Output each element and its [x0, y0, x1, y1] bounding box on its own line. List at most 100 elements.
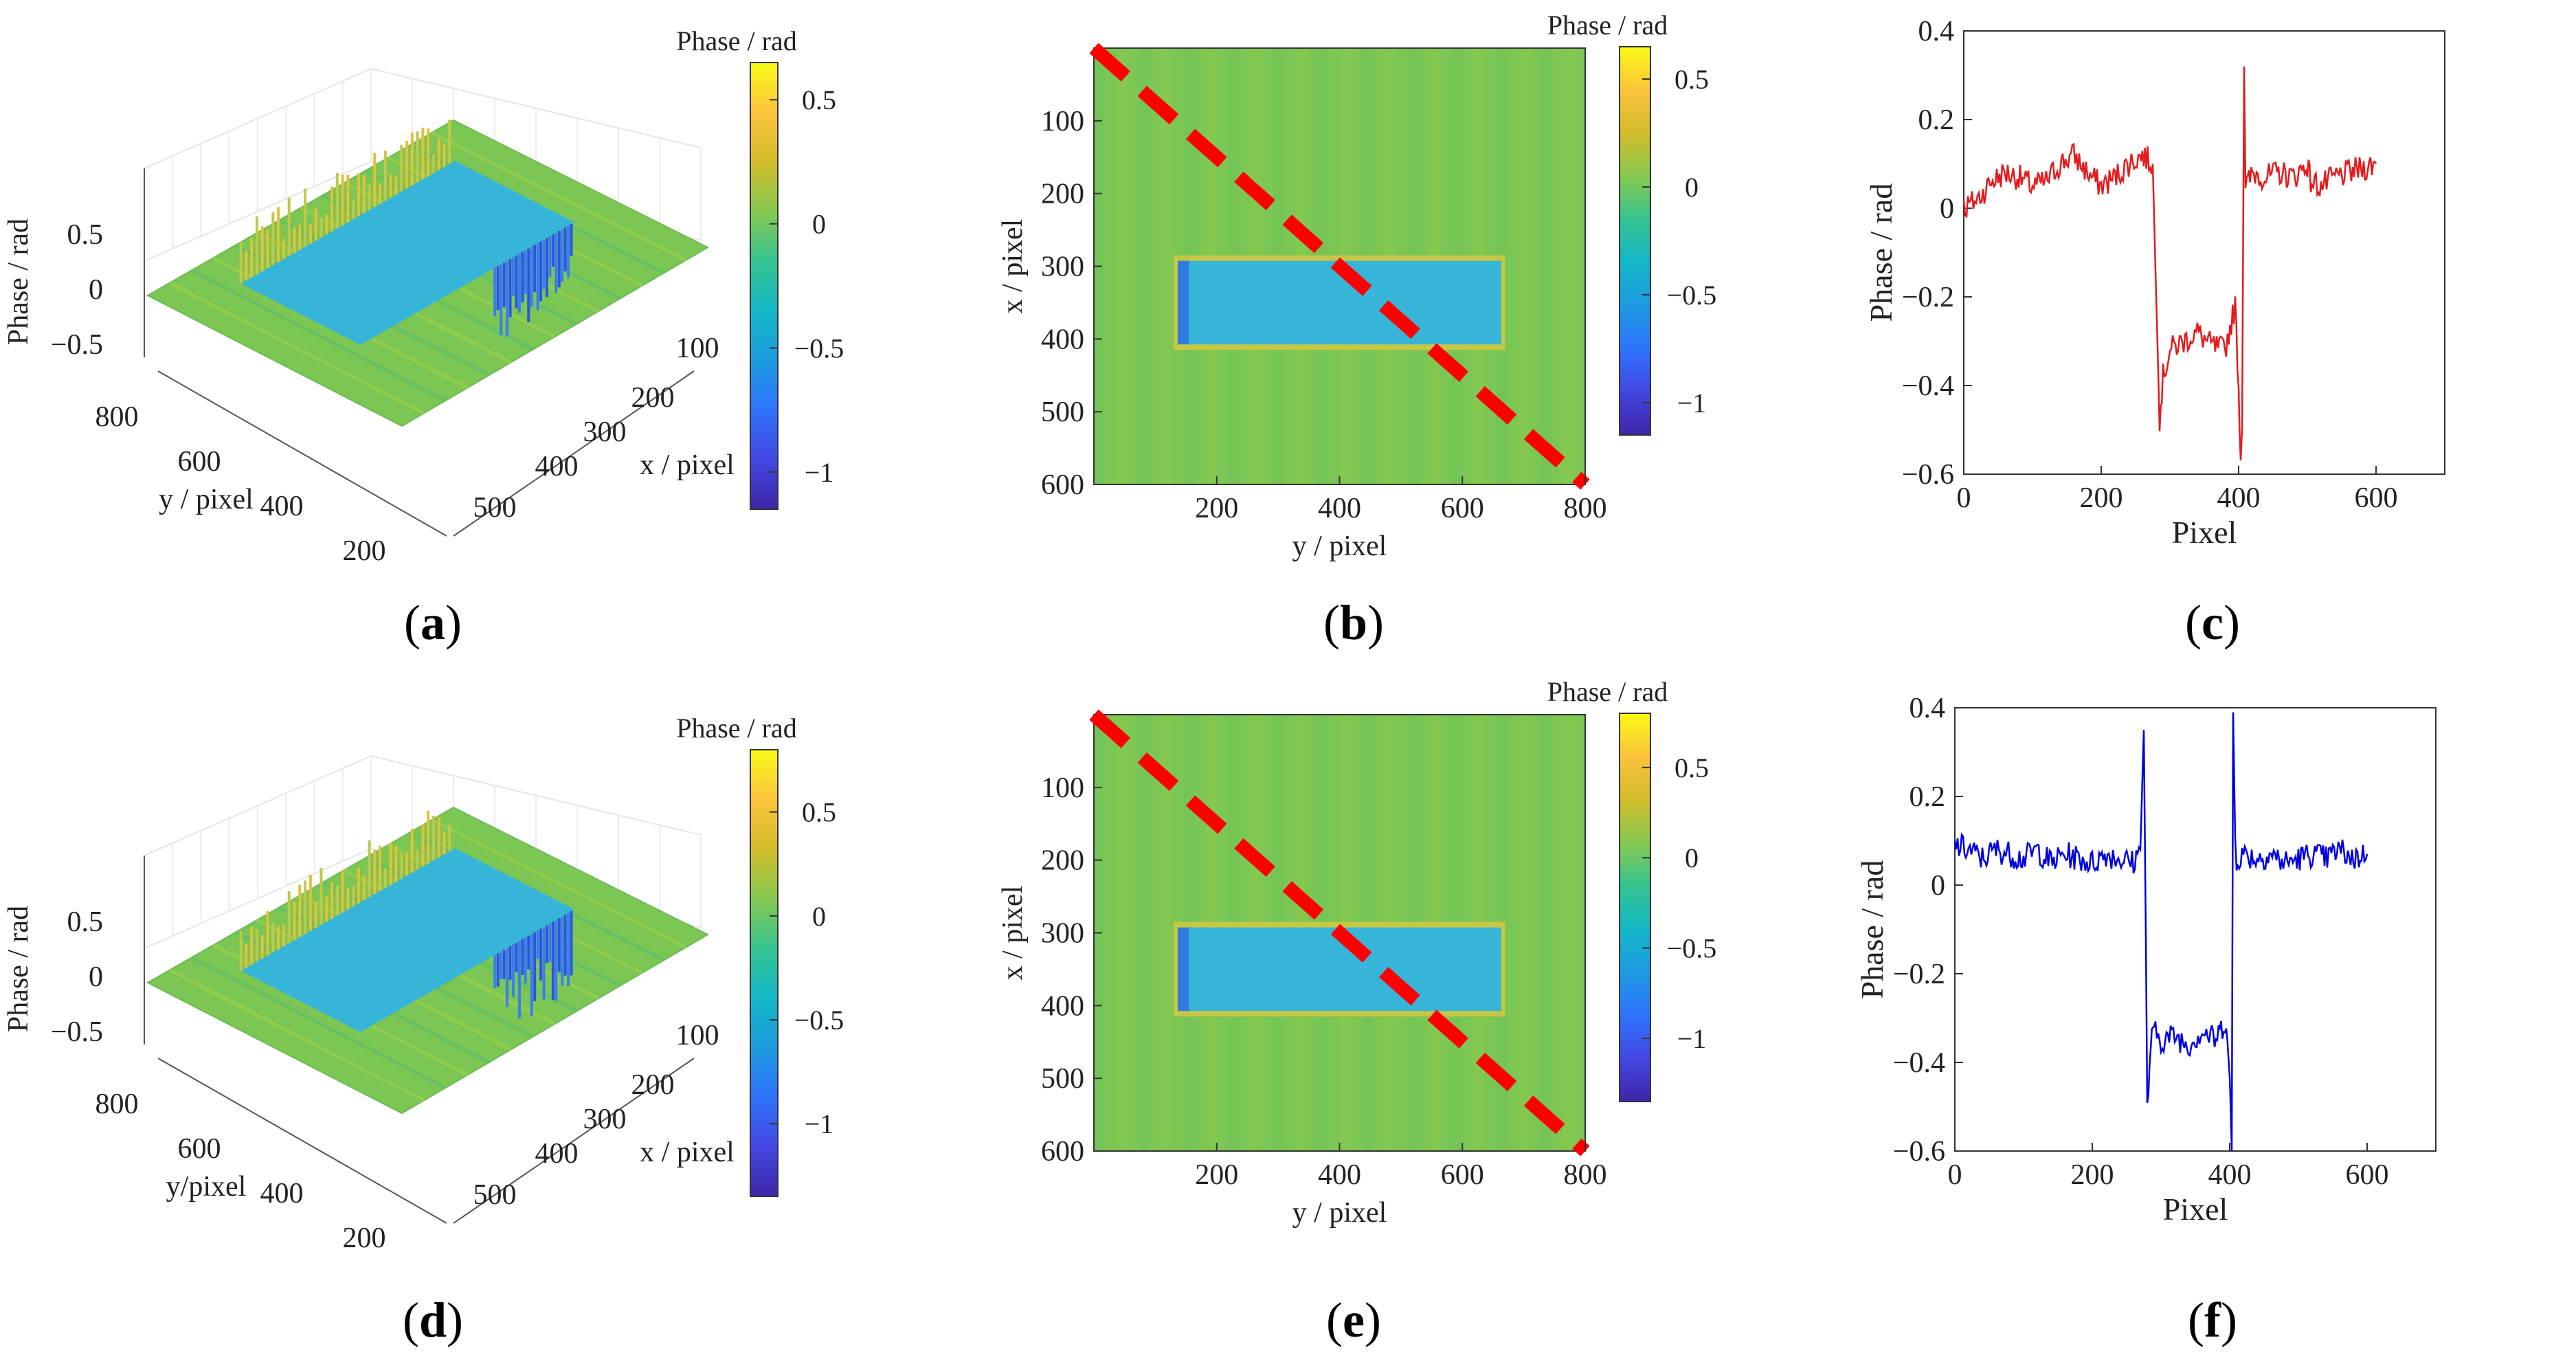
y-axis-label: Phase / rad	[1863, 183, 1899, 322]
x-axis-label: Pixel	[2163, 1192, 2228, 1227]
panel-label-a: (a)	[404, 595, 462, 650]
colorbar-title: Phase / rad	[1547, 676, 1668, 707]
map-stripe	[1116, 48, 1128, 484]
x-tick-label: 200	[1195, 493, 1238, 524]
y-tick-label: 400	[260, 1178, 304, 1209]
x-tick-label: 0	[1957, 482, 1971, 514]
series-line	[1953, 712, 2368, 1152]
profile-dashed-line	[1089, 709, 1590, 1157]
chart-a: 0.5 0 −0.5 Phase / rad 800 600 400 200 y / pixel…	[3, 67, 735, 567]
x-tick-label: 600	[1441, 1159, 1484, 1191]
y-tick-label: −0.2	[1902, 282, 1954, 313]
colorbar-bar	[1619, 46, 1651, 436]
x-tick-label: 400	[1318, 493, 1361, 524]
x-axis-label: y / pixel	[1292, 531, 1387, 562]
y-tick-label: 800	[96, 401, 139, 433]
y-tick-label: 100	[1041, 106, 1084, 137]
y-axis-label: Phase / rad	[1855, 860, 1890, 999]
y-tick-label: 0.4	[1918, 16, 1955, 47]
y-tick-label: 400	[1041, 324, 1084, 355]
colorbar-a: 0.5 0 −0.5 −1 Phase / rad	[676, 25, 844, 510]
colorbar-bar	[1619, 713, 1651, 1102]
x-tick-label: 400	[535, 451, 579, 482]
defect-edge	[1178, 260, 1189, 345]
x-tick-label: 500	[473, 492, 517, 524]
x-tick-label: 600	[1441, 493, 1484, 524]
y-tick-label: 800	[96, 1089, 139, 1120]
map-stripe	[1518, 715, 1530, 1151]
colorbar-tick-label: −1	[805, 457, 834, 488]
defect-edge	[1178, 927, 1189, 1012]
y-tick-label: 600	[178, 446, 221, 478]
series-line	[1962, 66, 2377, 461]
z-tick-label: −0.5	[51, 329, 103, 361]
y-axis	[157, 1058, 447, 1224]
map-stripe	[1541, 48, 1552, 484]
defect-trench	[240, 161, 574, 345]
colorbar-tick-label: 0	[812, 209, 826, 240]
y-tick-label: 0	[1940, 193, 1954, 225]
plot-frame	[1963, 30, 2445, 475]
surface-ridge	[431, 131, 687, 262]
map-stripe	[1139, 715, 1150, 1151]
map-stripe	[1563, 48, 1574, 484]
panel-label-b: (b)	[1323, 595, 1384, 650]
colorbar-title: Phase / rad	[1547, 10, 1668, 41]
colorbar-tick-label: −1	[805, 1108, 834, 1139]
x-tick-label: 200	[631, 1069, 675, 1101]
y-axis-label: y/pixel	[166, 1171, 247, 1203]
plot-frame	[1954, 707, 2437, 1152]
colorbar-tick-label: 0	[1685, 172, 1699, 203]
colorbar-e: 0.5 0 −0.5 −1 Phase / rad	[1547, 676, 1717, 1102]
x-tick-label: 400	[1318, 1159, 1361, 1191]
y-tick-label: 300	[1041, 918, 1084, 950]
x-tick-label: 600	[2346, 1159, 2389, 1191]
colorbar-tick-label: −1	[1677, 388, 1707, 418]
map-stripe	[1161, 715, 1172, 1151]
y-tick-label: 100	[1041, 772, 1084, 804]
z-tick-label: 0.5	[67, 906, 104, 938]
x-axis	[453, 1058, 695, 1224]
y-tick-label: 400	[260, 491, 304, 522]
profile-dashed-line	[1089, 43, 1590, 490]
y-tick-label: −0.2	[1893, 959, 1945, 990]
x-axis-label: x / pixel	[640, 1137, 735, 1168]
x-tick-label: 100	[676, 1020, 719, 1051]
panel-label-e: (e)	[1326, 1293, 1381, 1348]
y-tick-label: 0.2	[1918, 104, 1955, 136]
y-tick-label: 400	[1041, 990, 1084, 1022]
z-tick-label: 0.5	[67, 219, 104, 251]
y-tick-label: 600	[178, 1133, 221, 1165]
map-stripe	[1563, 715, 1574, 1151]
colorbar-tick-label: −0.5	[794, 1005, 844, 1036]
y-tick-label: 0	[1931, 870, 1945, 902]
x-tick-label: 300	[583, 1104, 627, 1135]
colorbar-tick-label: −0.5	[1667, 280, 1717, 311]
panel-label-f: (f)	[2188, 1293, 2237, 1348]
colorbar-title: Phase / rad	[676, 25, 797, 56]
colorbar-tick-label: 0.5	[1675, 752, 1709, 783]
x-tick-label: 400	[2208, 1159, 2252, 1191]
y-tick-label: −0.4	[1902, 370, 1954, 402]
y-tick-label: 600	[1041, 469, 1084, 501]
x-axis	[453, 370, 695, 537]
panel-label-d: (d)	[402, 1293, 463, 1348]
y-tick-label: 600	[1041, 1136, 1084, 1168]
y-tick-label: 200	[343, 535, 386, 567]
surface-ridge	[168, 968, 425, 1102]
y-axis-label: y / pixel	[159, 484, 254, 515]
z-tick-label: −0.5	[51, 1016, 103, 1048]
x-tick-label: 400	[535, 1138, 579, 1170]
map-stripe	[1161, 48, 1172, 484]
surface-ridge	[190, 269, 447, 403]
map-stripe	[1116, 715, 1128, 1151]
x-axis-label: y / pixel	[1292, 1197, 1387, 1229]
map-stripe	[1541, 715, 1552, 1151]
x-tick-label: 800	[1564, 1159, 1607, 1191]
colorbar-tick-label: −0.5	[1667, 933, 1717, 964]
x-tick-label: 200	[2080, 482, 2123, 514]
x-tick-label: 100	[676, 333, 719, 364]
x-tick-label: 400	[2217, 482, 2261, 514]
z-tick-label: 0	[89, 274, 103, 306]
